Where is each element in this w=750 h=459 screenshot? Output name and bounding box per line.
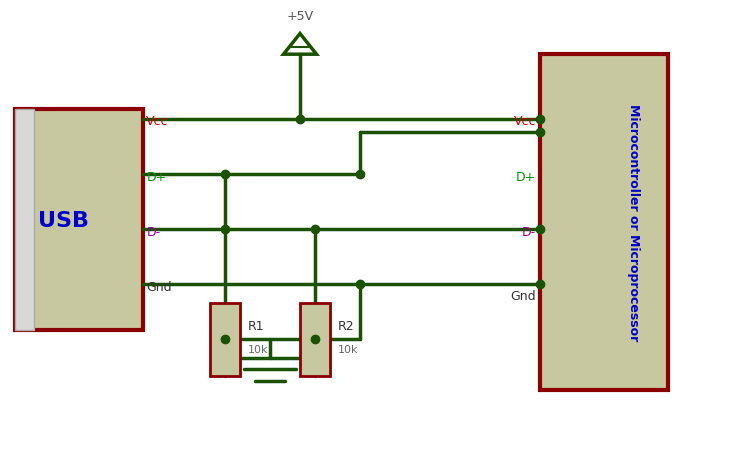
Text: Microcontroller or Microprocessor: Microcontroller or Microprocessor xyxy=(627,104,640,341)
Text: R1: R1 xyxy=(248,319,264,332)
Bar xyxy=(300,303,330,376)
Text: USB: USB xyxy=(38,210,89,230)
Text: +5V: +5V xyxy=(286,10,314,23)
Text: D+: D+ xyxy=(516,170,536,183)
Bar xyxy=(210,303,240,376)
Text: D-: D- xyxy=(146,225,160,238)
Text: Gnd: Gnd xyxy=(511,290,536,302)
FancyBboxPatch shape xyxy=(15,110,142,330)
Text: Gnd: Gnd xyxy=(146,280,172,293)
Text: R2: R2 xyxy=(338,319,354,332)
Text: Vcc: Vcc xyxy=(146,115,169,128)
Text: Vcc: Vcc xyxy=(514,115,536,128)
Bar xyxy=(15,110,34,330)
Text: 10k: 10k xyxy=(338,344,358,354)
Text: D-: D- xyxy=(522,225,536,238)
Text: 10k: 10k xyxy=(248,344,268,354)
Text: D+: D+ xyxy=(146,170,166,183)
FancyBboxPatch shape xyxy=(540,55,668,390)
